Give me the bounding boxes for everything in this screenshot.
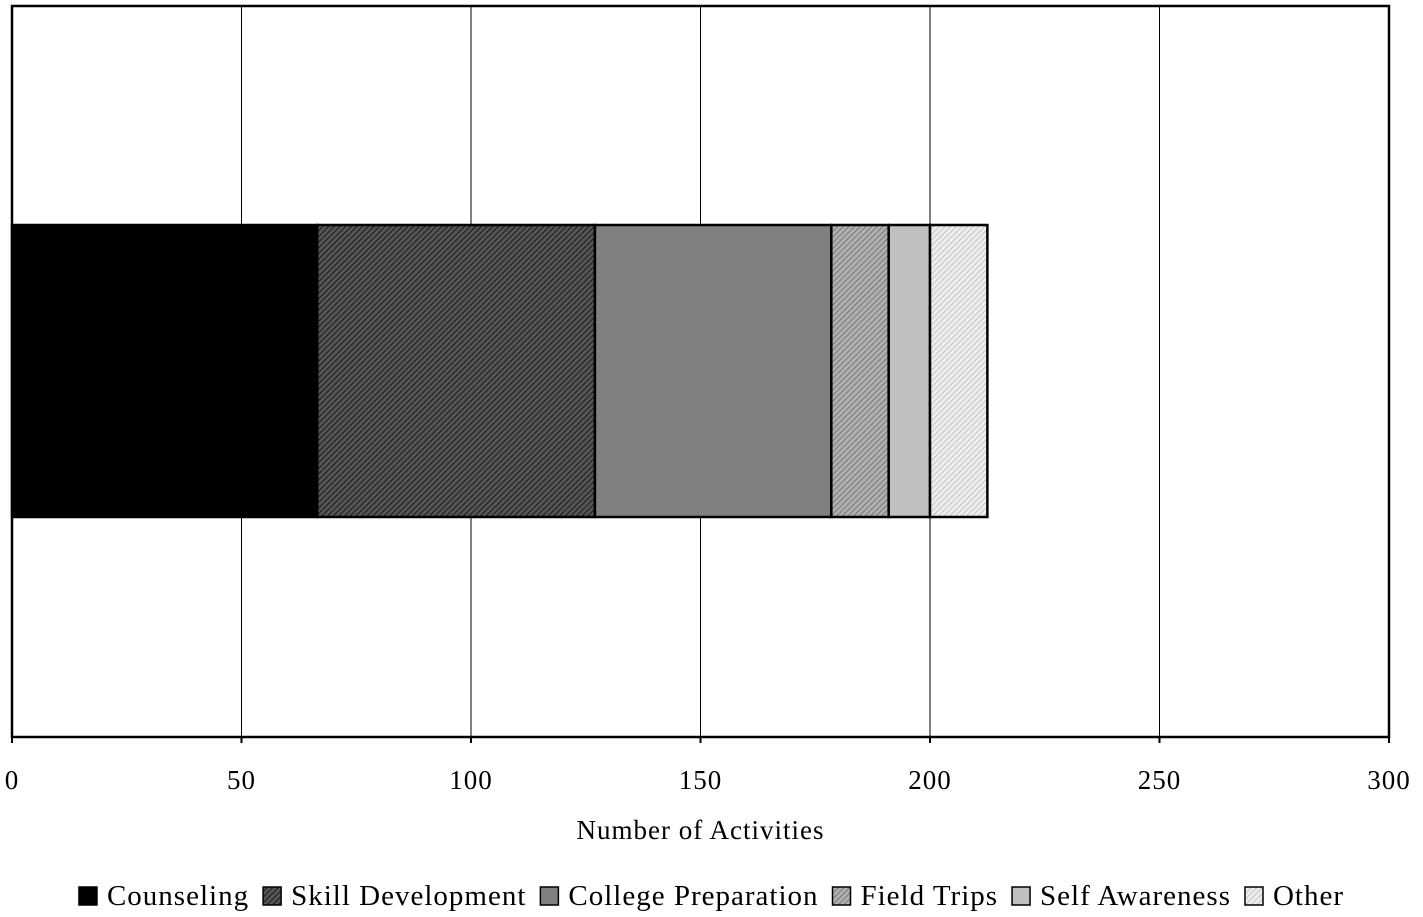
legend-label-college-preparation: College Preparation: [568, 880, 818, 912]
legend-item-counseling: Counseling: [78, 880, 249, 912]
legend-item-self-awareness: Self Awareness: [1011, 880, 1231, 912]
legend-label-other: Other: [1273, 880, 1344, 912]
bar-segment-skill-development: [315, 223, 597, 519]
legend-swatch-other: [1244, 886, 1264, 906]
legend-label-skill-development: Skill Development: [291, 880, 526, 912]
bar-segment-self-awareness: [887, 223, 932, 519]
x-tick-label-250: 250: [1138, 765, 1182, 795]
legend: Counseling Skill Development College Prepa…: [78, 880, 1344, 912]
legend-swatch-self-awareness: [1011, 886, 1031, 906]
legend-label-self-awareness: Self Awareness: [1040, 880, 1231, 912]
legend-label-counseling: Counseling: [107, 880, 249, 912]
bar-segment-field-trips: [830, 223, 890, 519]
bar-segment-college-preparation: [593, 223, 833, 519]
legend-swatch-counseling: [78, 886, 98, 906]
bar-segment-counseling: [10, 223, 319, 519]
x-axis-title: Number of Activities: [577, 815, 825, 845]
x-tick-label-50: 50: [227, 765, 256, 795]
legend-label-field-trips: Field Trips: [861, 880, 999, 912]
bar-segments: [10, 223, 989, 519]
legend-swatch-college-preparation: [539, 886, 560, 906]
x-tick-label-100: 100: [449, 765, 493, 795]
legend-item-college-preparation: College Preparation: [539, 880, 818, 912]
x-tick-label-150: 150: [679, 765, 723, 795]
x-axis-ticks: 0 50 100 150 200 250 300: [5, 737, 1411, 795]
legend-swatch-field-trips: [831, 886, 852, 906]
legend-item-skill-development: Skill Development: [262, 880, 526, 912]
x-tick-label-300: 300: [1367, 765, 1411, 795]
legend-item-other: Other: [1244, 880, 1344, 912]
x-tick-label-200: 200: [908, 765, 952, 795]
legend-swatch-skill-development: [262, 886, 282, 906]
bar-segment-other: [928, 223, 989, 519]
legend-item-field-trips: Field Trips: [831, 880, 999, 912]
x-tick-label-0: 0: [5, 765, 20, 795]
